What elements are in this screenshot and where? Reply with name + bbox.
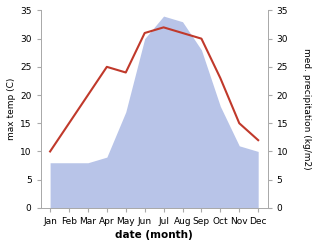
X-axis label: date (month): date (month)	[115, 230, 193, 240]
Y-axis label: med. precipitation (kg/m2): med. precipitation (kg/m2)	[302, 48, 311, 170]
Y-axis label: max temp (C): max temp (C)	[7, 78, 16, 140]
